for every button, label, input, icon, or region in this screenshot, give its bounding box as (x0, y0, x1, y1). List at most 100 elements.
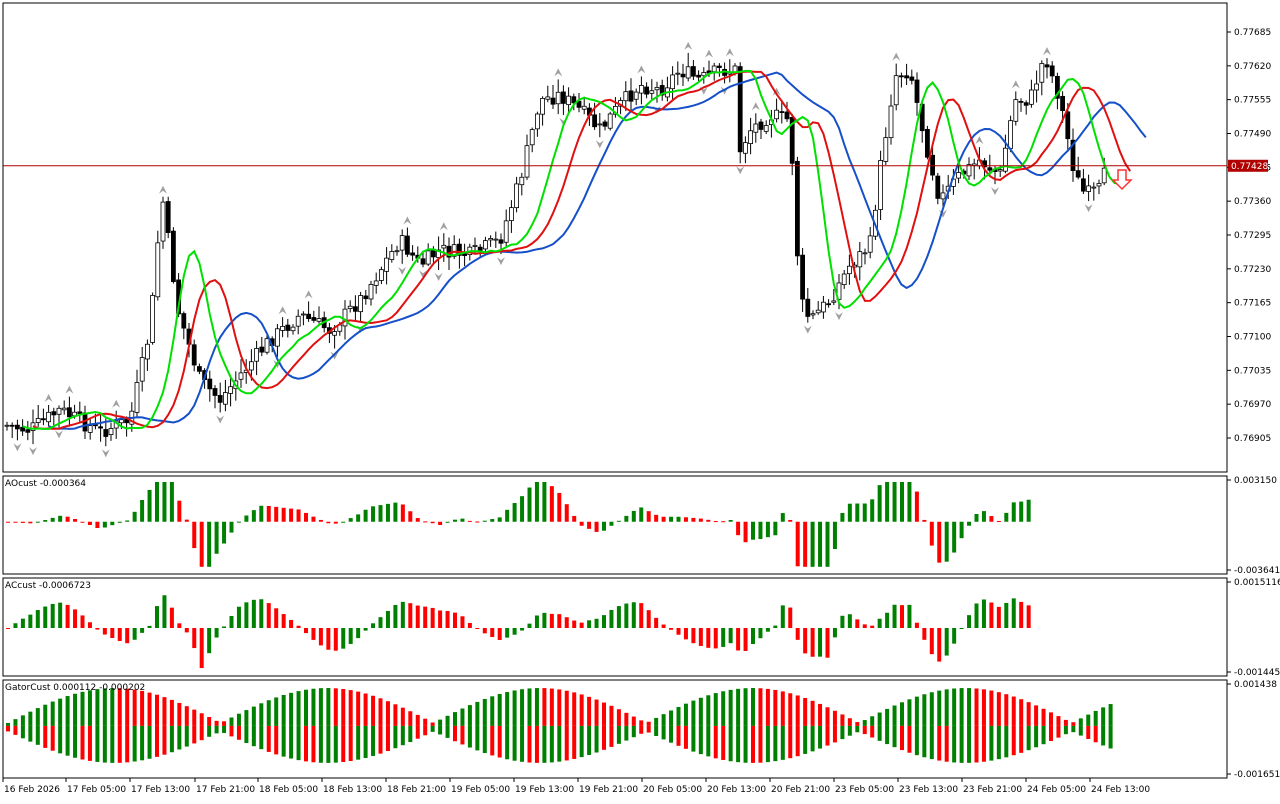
gator-lower-bar (475, 725, 480, 751)
candle-body (1003, 147, 1008, 172)
price-tick-label: 0.77295 (1234, 231, 1271, 241)
candle-body (826, 303, 831, 306)
gator-upper-bar (549, 688, 554, 726)
osc-bar (788, 519, 793, 522)
osc-bar (922, 519, 927, 522)
gator-upper-bar (818, 703, 823, 726)
gator-lower-bar (1026, 725, 1031, 751)
osc-bar (65, 604, 70, 629)
gator-lower-bar (922, 725, 927, 758)
candle-body (1081, 178, 1086, 192)
osc-bar (482, 520, 487, 522)
gator-lower-bar (736, 725, 741, 763)
osc-bar (832, 521, 837, 549)
fractal-down-arrow (434, 273, 443, 282)
osc-bar (1019, 501, 1024, 522)
fractal-up-arrow (304, 290, 313, 299)
osc-bar (907, 604, 912, 629)
alligator-teeth-line (32, 70, 1132, 430)
price-tick-label: 0.77555 (1234, 96, 1271, 106)
gator-lower-bar (602, 725, 606, 750)
osc-bar (378, 617, 383, 629)
osc-bar (1011, 598, 1016, 629)
alligator-lips-line (22, 69, 1120, 431)
candle-body (971, 163, 977, 166)
osc-bar (989, 602, 994, 629)
candle-body (581, 105, 587, 110)
osc-bar (572, 620, 577, 629)
gator-lower-bar (415, 725, 420, 739)
osc-bar (50, 603, 55, 629)
osc-bar (527, 487, 532, 522)
osc-bar (557, 492, 562, 522)
osc-bar (974, 603, 979, 629)
candle-body (384, 257, 390, 272)
osc-bar (482, 628, 487, 634)
candle-body (540, 98, 545, 115)
osc-bar (259, 505, 264, 522)
osc-bar (512, 628, 517, 635)
candle-body (935, 175, 941, 199)
candle-body (529, 129, 535, 146)
gator-upper-bar (631, 716, 636, 726)
gator-upper-bar (624, 712, 629, 726)
gator-upper-bar (579, 694, 584, 726)
osc-bar (490, 628, 495, 638)
candle-body (150, 295, 156, 343)
gator-upper-bar (773, 689, 778, 726)
gator-upper-bar (251, 706, 256, 726)
osc-bar (117, 521, 122, 523)
time-tick-label: 17 Feb 13:00 (131, 785, 190, 795)
candle-body (368, 284, 374, 300)
gator-lower-bar (20, 725, 25, 739)
osc-bar (542, 612, 547, 629)
gator-upper-bar (646, 721, 651, 726)
gator-upper-bar (460, 708, 465, 726)
time-tick-label: 18 Feb 13:00 (323, 785, 382, 795)
osc-bar (587, 521, 592, 529)
gator-upper-bar (177, 702, 182, 726)
osc-bar (832, 628, 837, 638)
osc-bar (810, 521, 815, 567)
candle-body (41, 418, 46, 421)
osc-bar (952, 628, 957, 644)
gator-lower-bar (1049, 725, 1053, 741)
gator-lower-bar (512, 725, 517, 761)
gator-upper-bar (616, 709, 621, 726)
candle-body (930, 154, 935, 176)
osc-bar (222, 521, 227, 544)
candle-body (181, 313, 187, 329)
gator-lower-bar (274, 725, 279, 755)
candle-body (633, 91, 639, 100)
gator-upper-bar (1004, 694, 1009, 726)
osc-bar (736, 628, 741, 651)
osc-bar (318, 628, 323, 646)
candle-body (1065, 111, 1071, 140)
osc-tick-label: 0.003150 (1234, 476, 1277, 486)
gator-lower-bar (169, 725, 174, 753)
candle-body (701, 72, 707, 77)
gator-upper-bar (825, 707, 830, 726)
fractal-down-arrow (101, 449, 110, 458)
candle-body (280, 325, 286, 331)
candle-body (821, 301, 826, 313)
gator-lower-bar (855, 725, 860, 733)
candle-body (352, 306, 358, 312)
osc-bar (162, 481, 167, 522)
candle-body (295, 315, 301, 327)
candle-body (795, 160, 800, 257)
candle-body (888, 105, 894, 139)
candle-body (670, 74, 675, 90)
gator-lower-bar (192, 725, 197, 744)
osc-bar (281, 507, 286, 522)
gator-lower-bar (453, 725, 457, 742)
gator-upper-bar (95, 689, 100, 726)
gator-lower-bar (929, 725, 934, 760)
osc-tick-label: -0.001651 (1234, 770, 1280, 780)
osc-bar (184, 628, 189, 633)
osc-bar (736, 521, 741, 536)
candle-body (566, 95, 571, 106)
osc-bar (989, 516, 994, 522)
